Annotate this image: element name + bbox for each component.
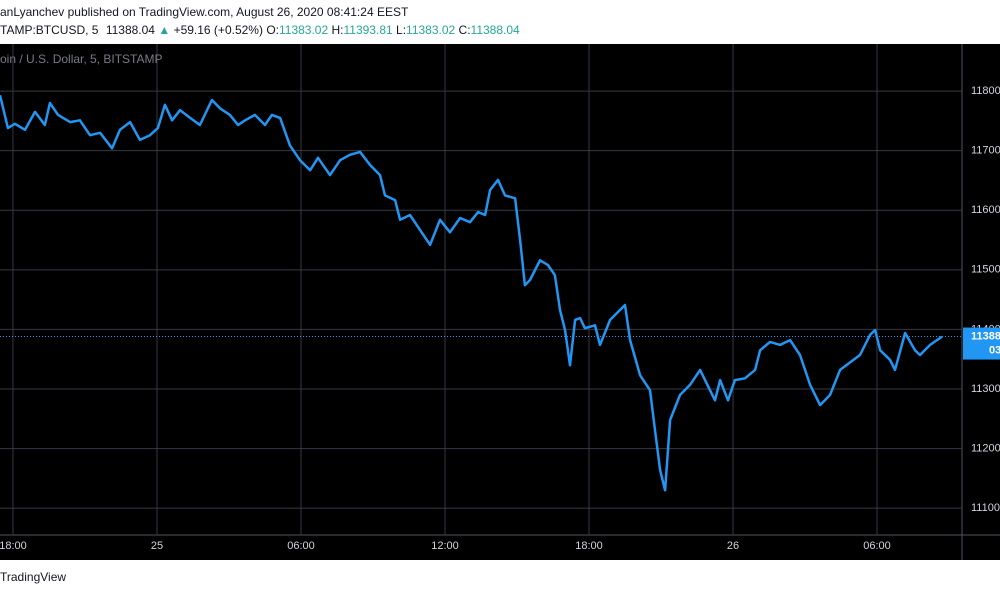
close-label: C: [458, 23, 471, 37]
price-tag-countdown: 03 [989, 344, 1000, 356]
chart-title: oin / U.S. Dollar, 5, BITSTAMP [0, 52, 163, 66]
brand: TradingView [0, 570, 67, 584]
open-label: O: [266, 23, 279, 37]
price-line [0, 94, 943, 492]
close: 11388.04 [470, 23, 520, 37]
footer: TradingView [0, 570, 66, 584]
symbol-line: TAMP:BTCUSD, 5 11388.04 ▲ +59.16 (+0.52%… [0, 23, 520, 37]
y-tick-label: 11600 [971, 204, 1000, 216]
publish-line: anLyanchev published on TradingView.com,… [0, 5, 409, 19]
high-label: H: [331, 23, 344, 37]
open: 11383.02 [278, 23, 329, 37]
x-tick-label: 25 [151, 540, 163, 552]
change: +59.16 (+0.52%) [173, 23, 263, 37]
y-tick-label: 11100 [971, 502, 1000, 514]
x-tick-label: 18:00 [575, 540, 603, 552]
symbol: TAMP:BTCUSD, 5 [0, 23, 99, 37]
up-arrow: ▲ [158, 23, 171, 37]
header: anLyanchev published on TradingView.com,… [0, 0, 1000, 44]
y-tick-label: 11800 [971, 85, 1000, 97]
x-tick-label: 26 [727, 540, 739, 552]
low: 11383.02 [406, 23, 456, 37]
y-tick-label: 11200 [971, 443, 1000, 455]
x-tick-label: 06:00 [287, 540, 315, 552]
price-tag [963, 327, 1000, 360]
x-tick-label: 12:00 [431, 540, 459, 552]
low-label: L: [396, 23, 407, 37]
x-tick-label: 18:00 [0, 540, 27, 552]
chart: 1110011200113001140011500116001170011800… [0, 44, 1000, 560]
high: 11393.81 [343, 23, 393, 37]
chart-background [0, 44, 1000, 560]
x-tick-label: 06:00 [863, 540, 891, 552]
last-price: 11388.04 [105, 23, 155, 37]
y-tick-label: 11300 [971, 383, 1000, 395]
y-tick-label: 11500 [971, 264, 1000, 276]
price-tag-value: 11388.04 [971, 330, 1000, 342]
y-tick-label: 11700 [971, 145, 1000, 157]
